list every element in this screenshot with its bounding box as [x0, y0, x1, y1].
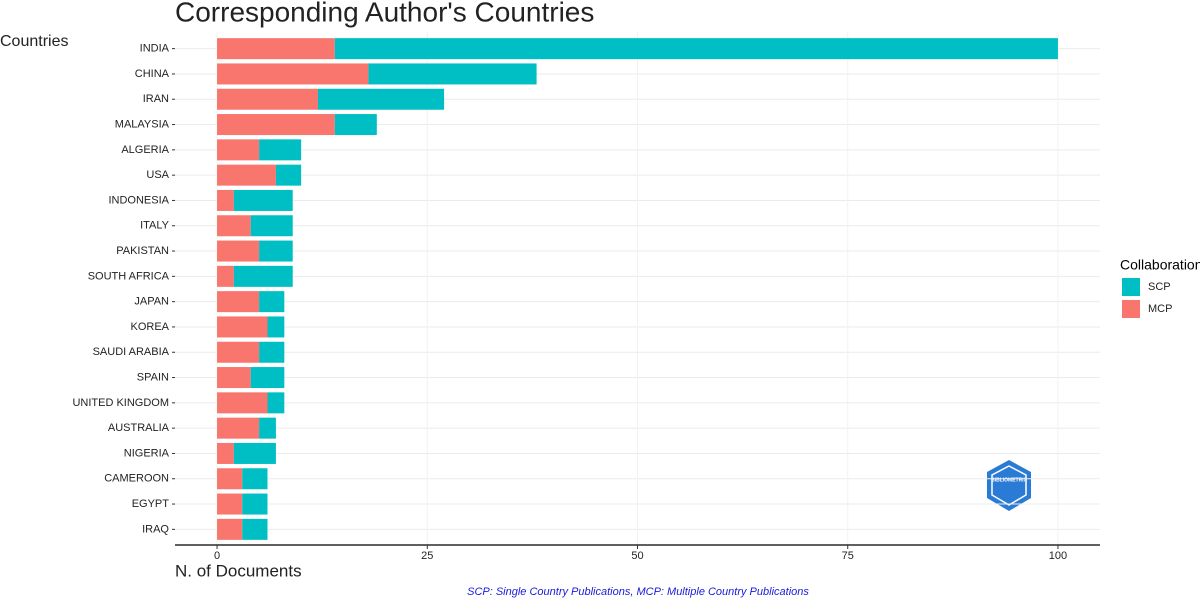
bar-segment [259, 139, 302, 161]
bar-segment [233, 442, 276, 464]
y-tick-label: USA [146, 169, 169, 181]
bar-segment [217, 417, 260, 439]
bar-segment [217, 291, 260, 313]
x-tick-label: 50 [631, 550, 643, 562]
bar-segment [217, 316, 268, 338]
y-tick-label: PAKISTAN [116, 245, 169, 257]
x-tick-label: 100 [1049, 550, 1067, 562]
bar-segment [217, 265, 234, 287]
bar-segment [250, 215, 293, 237]
bar-segment [217, 442, 234, 464]
legend-label: MCP [1148, 303, 1172, 315]
bar-segment [233, 265, 293, 287]
bar-segment [267, 392, 285, 414]
y-tick-label: JAPAN [134, 296, 169, 308]
y-tick-label: CHINA [135, 68, 170, 80]
bar-segment [217, 63, 369, 85]
bar-segment [233, 189, 293, 211]
bar-segment [217, 392, 268, 414]
bar-segment [250, 367, 285, 389]
bar-segment [217, 493, 243, 515]
legend-swatch [1122, 300, 1140, 318]
bar-segment [217, 114, 335, 136]
y-tick-label: MALAYSIA [115, 118, 170, 130]
bar-segment [242, 468, 268, 490]
bar-segment [259, 240, 293, 262]
bar-segment [217, 164, 276, 186]
x-axis-label: N. of Documents [175, 561, 302, 580]
chart-title: Corresponding Author's Countries [175, 0, 594, 27]
y-tick-label: SPAIN [137, 371, 169, 383]
y-tick-label: UNITED KINGDOM [72, 397, 169, 409]
bar-segment [217, 88, 318, 110]
y-axis-label: Countries [0, 33, 68, 50]
y-tick-label: CAMEROON [104, 473, 169, 485]
bar-segment [317, 88, 445, 110]
y-tick-label: AUSTRALIA [108, 422, 170, 434]
bar-segment [217, 189, 234, 211]
legend-label: SCP [1148, 281, 1171, 293]
legend-swatch [1122, 278, 1140, 296]
bar-segment [267, 316, 285, 338]
logo-hexagon [987, 460, 1031, 511]
bar-segment [217, 139, 260, 161]
bar-segment [259, 291, 285, 313]
bar-segment [368, 63, 537, 85]
legend-title: Collaboration [1120, 257, 1200, 273]
y-tick-label: INDIA [140, 43, 170, 55]
bar-segment [217, 240, 260, 262]
y-tick-label: NIGERIA [124, 447, 170, 459]
y-tick-label: ALGERIA [121, 144, 169, 156]
y-tick-label: IRAN [143, 93, 169, 105]
bar-segment [242, 493, 268, 515]
x-tick-label: 25 [421, 550, 433, 562]
x-tick-label: 0 [214, 550, 220, 562]
bar-segment [217, 38, 335, 60]
bar-segment [334, 114, 377, 136]
logo-text: BIBLIOMETRIX [991, 477, 1027, 483]
x-tick-label: 75 [842, 550, 854, 562]
y-tick-label: KOREA [130, 321, 169, 333]
bar-segment [217, 367, 251, 389]
bar-segment [217, 518, 243, 540]
y-tick-label: SOUTH AFRICA [88, 270, 170, 282]
bar-segment [217, 468, 243, 490]
y-tick-label: IRAQ [142, 523, 169, 535]
bar-segment [259, 417, 276, 439]
bar-segment [217, 341, 260, 363]
logo: BIBLIOMETRIX [987, 460, 1031, 511]
bar-segment [242, 518, 268, 540]
y-tick-label: SAUDI ARABIA [93, 346, 170, 358]
bar-segment [259, 341, 285, 363]
bar-segment [217, 215, 251, 237]
logo-inner [991, 465, 1027, 506]
caption: SCP: Single Country Publications, MCP: M… [467, 586, 809, 598]
bar-segment [275, 164, 302, 186]
y-tick-label: ITALY [140, 220, 170, 232]
y-tick-label: EGYPT [132, 498, 170, 510]
y-tick-label: INDONESIA [108, 194, 169, 206]
bar-segment [334, 38, 1058, 60]
